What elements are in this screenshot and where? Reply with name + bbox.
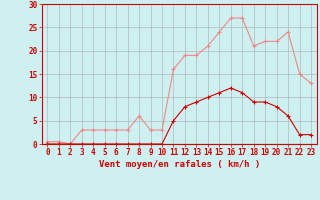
X-axis label: Vent moyen/en rafales ( km/h ): Vent moyen/en rafales ( km/h ) <box>99 160 260 169</box>
